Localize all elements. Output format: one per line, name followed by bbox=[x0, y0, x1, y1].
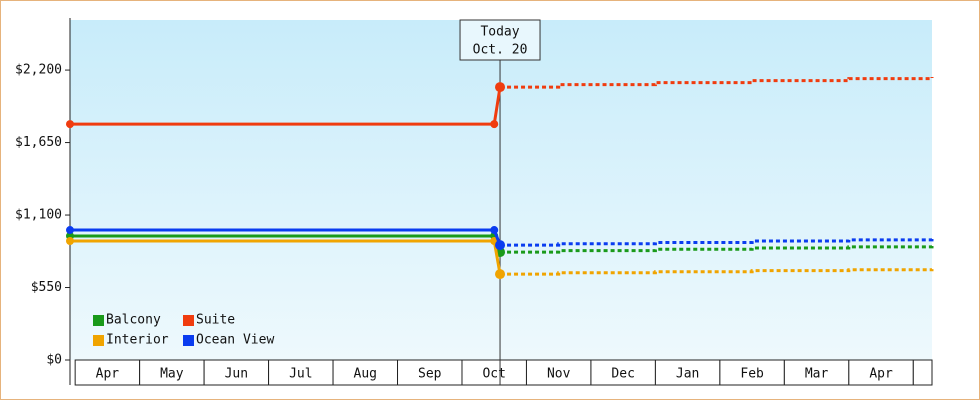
forecast-line bbox=[500, 245, 934, 254]
month-box bbox=[268, 359, 334, 386]
y-tick-label: $1,100 bbox=[15, 208, 62, 223]
legend-swatch bbox=[93, 335, 104, 346]
month-box bbox=[332, 359, 399, 386]
point bbox=[490, 120, 499, 129]
x-tick-label: Jul bbox=[289, 367, 312, 382]
month-box bbox=[590, 359, 656, 386]
x-tick-label: Jan bbox=[676, 367, 699, 382]
legend-label: Interior bbox=[106, 333, 169, 348]
today-box bbox=[459, 19, 541, 61]
plot-area bbox=[70, 20, 932, 360]
forecast-line bbox=[500, 238, 934, 247]
x-tick-label: Aug bbox=[354, 367, 377, 382]
point bbox=[66, 237, 74, 245]
y-tick-label: $550 bbox=[31, 280, 62, 295]
month-box bbox=[525, 359, 592, 386]
legend-label: Suite bbox=[196, 313, 235, 328]
x-tick-label: Dec bbox=[611, 367, 634, 382]
x-tick-label: May bbox=[160, 367, 184, 382]
month-box bbox=[848, 359, 914, 386]
y-tick-label: $1,650 bbox=[15, 135, 62, 150]
x-tick-label: Sep bbox=[418, 367, 442, 382]
month-box bbox=[912, 359, 933, 386]
point bbox=[495, 240, 506, 251]
point bbox=[495, 82, 506, 93]
legend-swatch bbox=[93, 315, 104, 326]
point bbox=[66, 120, 74, 129]
x-tick-label: Oct bbox=[482, 367, 505, 382]
month-box bbox=[397, 359, 463, 386]
legend-swatch bbox=[183, 315, 194, 326]
month-box bbox=[654, 359, 721, 386]
month-box bbox=[203, 359, 270, 386]
x-tick-label: Apr bbox=[869, 367, 893, 382]
today-label: Today bbox=[480, 25, 519, 40]
month-box bbox=[461, 359, 527, 386]
point bbox=[66, 226, 74, 235]
y-tick-label: $2,200 bbox=[15, 63, 62, 78]
legend-swatch bbox=[183, 335, 194, 346]
x-tick-label: Feb bbox=[740, 367, 764, 382]
y-tick-label: $0 bbox=[46, 353, 62, 368]
legend-label: Ocean View bbox=[196, 333, 274, 348]
point bbox=[490, 226, 499, 235]
today-label: Oct. 20 bbox=[473, 43, 528, 58]
x-tick-label: Apr bbox=[96, 367, 120, 382]
legend-label: Balcony bbox=[106, 313, 161, 328]
x-tick-label: Jun bbox=[225, 367, 248, 382]
x-tick-label: Mar bbox=[805, 367, 829, 382]
x-tick-label: Nov bbox=[547, 367, 571, 382]
month-box bbox=[719, 359, 785, 386]
forecast-line bbox=[500, 268, 934, 276]
month-box bbox=[783, 359, 850, 386]
point bbox=[495, 269, 506, 280]
